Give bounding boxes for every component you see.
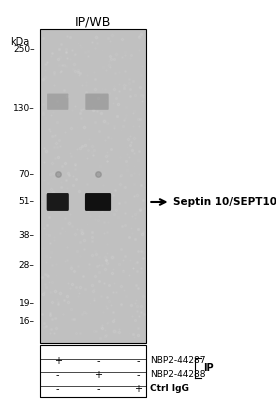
FancyBboxPatch shape xyxy=(85,193,111,211)
Text: Ctrl IgG: Ctrl IgG xyxy=(150,384,189,393)
Text: 16–: 16– xyxy=(18,317,34,326)
FancyBboxPatch shape xyxy=(40,29,146,343)
Text: 38–: 38– xyxy=(18,231,34,240)
Text: 51–: 51– xyxy=(18,198,34,206)
Text: -: - xyxy=(137,370,140,380)
Text: -: - xyxy=(96,384,100,394)
Text: -: - xyxy=(137,356,140,366)
Text: IP/WB: IP/WB xyxy=(75,15,111,28)
Text: NBP2-44288: NBP2-44288 xyxy=(150,370,206,379)
FancyBboxPatch shape xyxy=(47,94,68,110)
Text: IP: IP xyxy=(203,363,213,373)
Text: 19–: 19– xyxy=(18,299,34,308)
Text: 28–: 28– xyxy=(19,261,34,270)
Text: NBP2-44287: NBP2-44287 xyxy=(150,356,206,365)
Text: kDa: kDa xyxy=(10,37,29,47)
FancyBboxPatch shape xyxy=(85,94,109,110)
Text: -: - xyxy=(56,370,60,380)
Text: Septin 10/SEPT10: Septin 10/SEPT10 xyxy=(172,197,276,207)
Text: 70–: 70– xyxy=(18,170,34,179)
Text: +: + xyxy=(94,370,102,380)
Text: -: - xyxy=(96,356,100,366)
Text: +: + xyxy=(134,384,142,394)
Text: +: + xyxy=(54,356,62,366)
Text: 130–: 130– xyxy=(13,104,34,113)
Text: -: - xyxy=(56,384,60,394)
FancyBboxPatch shape xyxy=(47,193,69,211)
Text: 250–: 250– xyxy=(13,44,34,54)
FancyBboxPatch shape xyxy=(40,345,146,397)
